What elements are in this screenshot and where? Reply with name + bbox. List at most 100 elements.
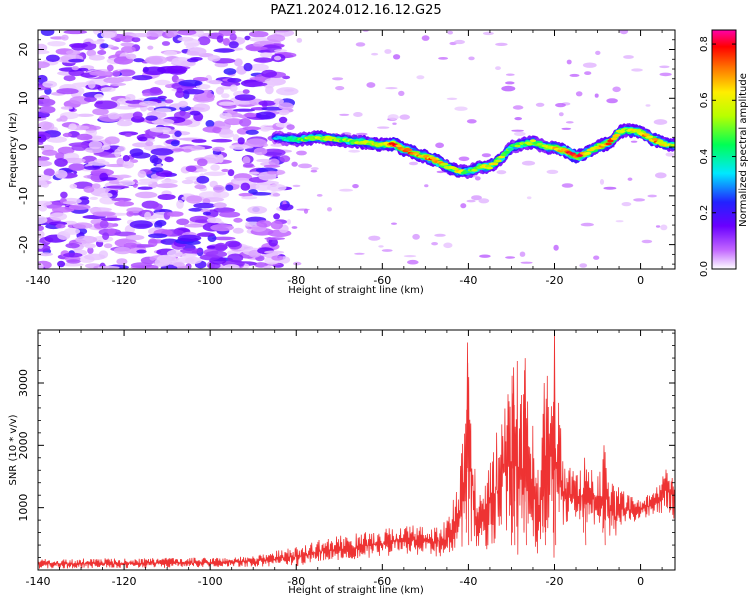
noise-blob xyxy=(76,133,93,141)
noise-blob xyxy=(232,108,256,112)
noise-blob xyxy=(138,178,159,183)
noise-blob xyxy=(262,80,276,89)
noise-blob xyxy=(310,169,318,173)
noise-blob xyxy=(496,170,507,175)
noise-blob xyxy=(279,204,294,211)
ridge-cell xyxy=(610,137,618,141)
noise-blob xyxy=(249,37,271,42)
noise-blob xyxy=(273,30,290,33)
y-tick-label: -20 xyxy=(17,236,30,254)
ridge-cell xyxy=(652,138,659,141)
noise-blob xyxy=(183,223,206,228)
noise-blob xyxy=(655,172,667,179)
noise-blob xyxy=(111,197,132,202)
noise-blob xyxy=(137,186,153,190)
noise-blob xyxy=(327,207,332,212)
noise-blob xyxy=(460,203,467,209)
noise-blob xyxy=(391,222,397,225)
noise-blob xyxy=(511,129,524,132)
noise-blob xyxy=(495,66,501,70)
noise-blob xyxy=(215,86,224,95)
noise-blob xyxy=(38,225,44,231)
snr-background xyxy=(38,330,675,570)
noise-blob xyxy=(211,138,233,143)
noise-blob xyxy=(615,220,624,223)
noise-blob xyxy=(392,122,397,125)
colorbar-tick-label: 0.4 xyxy=(699,149,710,165)
noise-blob xyxy=(245,82,268,87)
noise-blob xyxy=(133,58,145,63)
noise-blob xyxy=(291,161,298,167)
noise-blob xyxy=(193,103,211,112)
spectrogram-y-ticks: -20 -10 0 10 20 xyxy=(17,29,675,265)
noise-blob xyxy=(245,138,268,148)
noise-blob xyxy=(339,188,354,192)
noise-blob xyxy=(38,242,44,249)
noise-blob xyxy=(221,168,230,173)
noise-blob xyxy=(243,62,253,72)
noise-blob xyxy=(505,81,515,85)
noise-blob xyxy=(256,111,276,120)
noise-blob xyxy=(69,183,78,189)
ridge-cell xyxy=(287,136,294,140)
noise-blob xyxy=(584,71,592,75)
noise-blob xyxy=(166,249,183,258)
snr-y-label: SNR (10 * v/v) xyxy=(8,414,19,485)
noise-blob xyxy=(228,41,239,49)
noise-blob xyxy=(399,114,411,120)
noise-blob xyxy=(144,211,152,220)
noise-blob xyxy=(100,31,116,39)
noise-blob xyxy=(273,98,284,105)
y-tick-label: 20 xyxy=(17,43,30,57)
noise-blob xyxy=(239,118,252,127)
noise-blob xyxy=(520,261,533,264)
noise-blob xyxy=(105,185,130,189)
noise-blob xyxy=(63,252,83,258)
noise-blob xyxy=(167,211,184,217)
y-tick-label: 2000 xyxy=(17,431,30,459)
noise-blob xyxy=(519,251,526,257)
ridge-cell xyxy=(491,162,499,166)
noise-blob xyxy=(621,202,632,207)
snr-x-label: Height of straight line (km) xyxy=(288,585,424,596)
ridge-cell xyxy=(605,142,612,146)
noise-blob xyxy=(155,144,163,148)
x-tick-label: -20 xyxy=(546,575,564,588)
noise-blob xyxy=(148,233,168,239)
noise-blob xyxy=(71,65,79,71)
noise-blob xyxy=(594,93,599,98)
noise-blob xyxy=(627,177,633,181)
noise-blob xyxy=(466,119,477,124)
noise-blob xyxy=(76,113,94,118)
noise-blob xyxy=(170,140,180,147)
spectrogram-noise-layer xyxy=(38,30,675,269)
noise-blob xyxy=(119,35,135,43)
noise-blob xyxy=(207,55,221,62)
noise-blob xyxy=(630,140,638,143)
noise-blob xyxy=(566,59,572,65)
noise-blob xyxy=(272,193,281,197)
x-tick-label: -40 xyxy=(459,575,477,588)
noise-blob xyxy=(208,80,223,85)
noise-blob xyxy=(203,171,226,177)
noise-blob xyxy=(229,33,237,41)
noise-blob xyxy=(212,127,222,134)
noise-blob xyxy=(421,35,430,41)
x-tick-label: -80 xyxy=(287,274,305,287)
noise-blob xyxy=(181,253,197,258)
noise-blob xyxy=(434,233,446,237)
noise-blob xyxy=(227,169,235,177)
noise-blob xyxy=(225,184,234,191)
noise-blob xyxy=(43,168,55,177)
ridge-cell xyxy=(646,135,654,139)
noise-blob xyxy=(161,179,178,185)
noise-blob xyxy=(535,102,545,107)
noise-blob xyxy=(261,106,284,111)
noise-blob xyxy=(645,104,651,107)
ridge-cell xyxy=(486,166,494,170)
noise-blob xyxy=(72,222,93,229)
noise-blob xyxy=(631,68,643,72)
noise-blob xyxy=(384,49,392,54)
noise-blob xyxy=(191,139,207,143)
noise-blob xyxy=(90,40,104,45)
